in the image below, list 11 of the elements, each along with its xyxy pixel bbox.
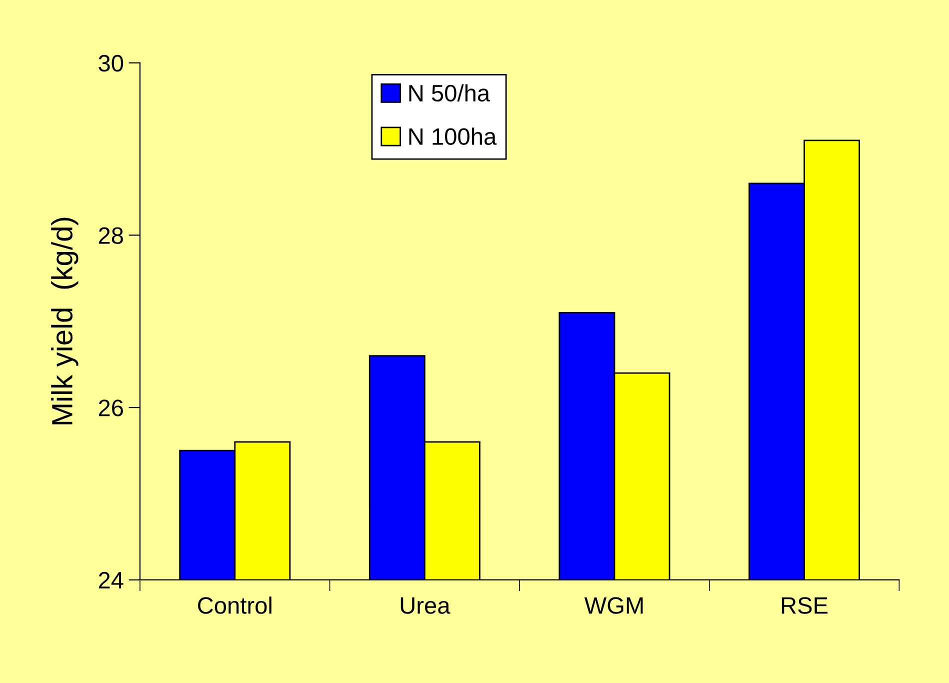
x-tick-label: Control — [198, 596, 272, 614]
x-tick-label: WGM — [584, 597, 643, 614]
legend-label: N 100ha — [409, 128, 497, 145]
y-axis-title: Milk yield (kg/d) — [51, 218, 78, 424]
x-tick-label: RSE — [782, 597, 828, 614]
y-tick-label: 28 — [98, 227, 123, 244]
y-tick-label: 30 — [98, 54, 124, 72]
y-tick-label: 24 — [98, 572, 124, 588]
y-tick-label: 26 — [98, 400, 123, 416]
legend-label: N 50/ha — [409, 84, 490, 102]
x-tick-label: Urea — [400, 597, 450, 614]
